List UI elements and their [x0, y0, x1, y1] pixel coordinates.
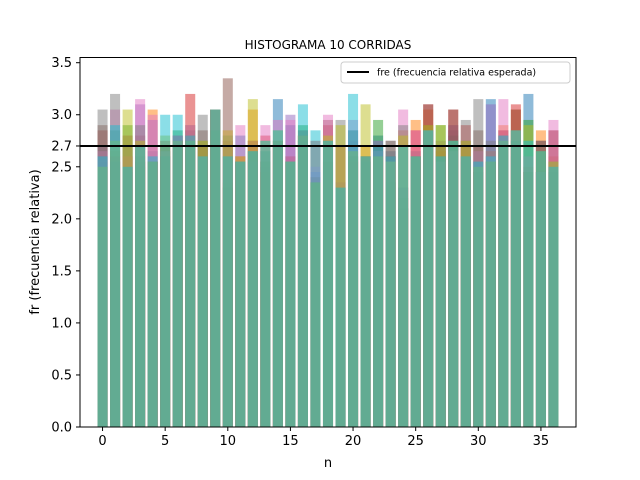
- y-axis-label: fr (frecuencia relativa): [28, 169, 43, 314]
- y-tick-label: 2.0: [51, 212, 72, 227]
- x-tick-label: 0: [98, 434, 106, 449]
- x-tick-label: 5: [161, 434, 169, 449]
- bar-series-9-cat-29: [460, 156, 471, 427]
- x-tick-label: 30: [470, 434, 487, 449]
- x-axis-ticks: 0 5 10 15 20 25 30 35: [98, 427, 549, 449]
- y-axis-ticks: 0.0 0.5 1.0 1.5 2.0 2.5 2.7 3.0 3.5: [51, 56, 80, 436]
- bar-series-9-cat-6: [172, 114, 183, 427]
- bar-series-9-cat-16: [297, 104, 308, 427]
- x-tick-label: 35: [533, 434, 550, 449]
- y-tick-label: 2.7: [51, 139, 72, 154]
- bar-series-9-cat-32: [498, 135, 509, 427]
- bar-series-9-cat-18: [322, 140, 334, 427]
- bar-series-9-cat-20: [348, 93, 359, 428]
- bar-series-9-cat-14: [272, 130, 283, 428]
- x-tick-label: 10: [220, 434, 237, 449]
- bar-series-9-cat-1: [110, 125, 121, 428]
- bar-series-9-cat-30: [473, 161, 484, 427]
- y-tick-label: 0.0: [51, 421, 72, 436]
- bar-series-9-cat-15: [285, 161, 296, 427]
- bar-series-9-cat-26: [423, 130, 434, 428]
- bar-series-9-cat-0: [97, 156, 108, 427]
- bar-series-9-cat-17: [310, 130, 321, 428]
- plot-frame: [79, 57, 577, 428]
- x-tick-label: 20: [345, 434, 362, 449]
- x-tick-label: 15: [282, 434, 299, 449]
- bar-series-9-cat-9: [210, 109, 221, 427]
- bar-series-9-cat-33: [510, 130, 521, 428]
- bar-series-9-cat-35: [535, 151, 546, 427]
- bar-series-9-cat-21: [360, 156, 371, 427]
- y-tick-label: 3.0: [51, 108, 72, 123]
- bar-series-9-cat-25: [410, 156, 421, 427]
- bar-series-9-cat-7: [185, 135, 196, 427]
- bar-series-9-cat-22: [373, 145, 384, 427]
- y-tick-label: 3.5: [51, 56, 72, 71]
- bar-series-9-cat-11: [235, 161, 246, 427]
- bar-series-9-cat-19: [335, 187, 346, 427]
- bar-series-9-cat-8: [197, 156, 208, 427]
- legend: fre (frecuencia relativa esperada): [340, 61, 571, 84]
- y-tick-label: 1.0: [51, 316, 72, 331]
- legend-box: [340, 61, 571, 84]
- bar-series-9-cat-28: [448, 140, 459, 427]
- bar-series-9-cat-36: [548, 166, 559, 428]
- y-tick-label: 1.5: [51, 264, 72, 279]
- bar-series-9-cat-34: [523, 140, 534, 427]
- bar-series-9-cat-10: [222, 156, 233, 427]
- bar-series-9-cat-23: [385, 156, 396, 427]
- legend-label: fre (frecuencia relativa esperada): [377, 68, 536, 79]
- bar-series-9-cat-2: [122, 166, 133, 428]
- bar-series-9-cat-3: [135, 145, 146, 427]
- bar-series-9-cat-4: [147, 156, 158, 427]
- bar-series-9-cat-31: [485, 156, 496, 427]
- bars-layer: [97, 78, 559, 428]
- chart-title: HISTOGRAMA 10 CORRIDAS: [245, 38, 412, 52]
- bar-series-9-cat-13: [260, 140, 271, 427]
- bar-series-9-cat-12: [247, 151, 258, 427]
- y-tick-label: 2.5: [51, 160, 72, 175]
- bar-series-9-cat-24: [398, 145, 409, 427]
- bar-series-9-cat-27: [435, 156, 446, 427]
- bar-series-9-cat-5: [160, 114, 171, 427]
- x-tick-label: 25: [407, 434, 424, 449]
- x-axis-label: n: [324, 456, 332, 471]
- y-tick-label: 0.5: [51, 368, 72, 383]
